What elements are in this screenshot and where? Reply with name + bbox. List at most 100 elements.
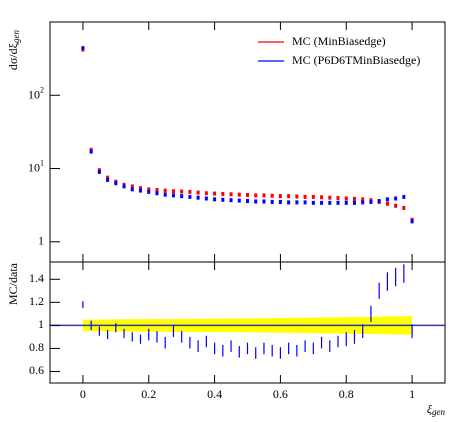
data-point bbox=[344, 196, 348, 201]
data-point bbox=[122, 184, 126, 189]
x-tick-label: 0 bbox=[80, 387, 86, 401]
data-point bbox=[130, 184, 134, 189]
data-point bbox=[352, 200, 356, 205]
data-point bbox=[402, 194, 406, 199]
data-point bbox=[369, 199, 373, 204]
data-point bbox=[188, 194, 192, 199]
data-point bbox=[311, 200, 315, 205]
data-point bbox=[394, 196, 398, 201]
data-point bbox=[196, 195, 200, 200]
data-point bbox=[147, 187, 151, 192]
data-point bbox=[237, 192, 241, 197]
data-point bbox=[336, 200, 340, 205]
legend-label: MC (P6D6TMinBiasedge) bbox=[292, 53, 420, 67]
data-point bbox=[278, 194, 282, 199]
data-point bbox=[171, 189, 175, 194]
data-point bbox=[139, 188, 143, 193]
data-point bbox=[163, 192, 167, 197]
data-point bbox=[262, 193, 266, 198]
y-tick-label-base: 10 bbox=[28, 160, 40, 174]
data-point bbox=[287, 194, 291, 199]
y-tick-label: 0.8 bbox=[29, 340, 44, 354]
data-point bbox=[328, 200, 332, 205]
data-point bbox=[303, 194, 307, 199]
y-tick-label: 1 bbox=[38, 234, 44, 248]
ratio-axis-title: MC/data bbox=[6, 262, 20, 305]
y-axis-title-main: dσ/dξ bbox=[6, 42, 20, 70]
data-point bbox=[155, 191, 159, 196]
data-point bbox=[320, 200, 324, 205]
data-point bbox=[155, 187, 159, 192]
data-point bbox=[254, 199, 258, 204]
y-tick-label: 1.2 bbox=[29, 294, 44, 308]
y-tick-label: 1.4 bbox=[29, 271, 44, 285]
data-point bbox=[89, 149, 93, 154]
x-axis-title: ξgen bbox=[427, 402, 446, 417]
data-point bbox=[229, 198, 233, 203]
y-tick-label-exponent: 1 bbox=[40, 158, 44, 167]
data-point bbox=[287, 200, 291, 205]
data-point bbox=[188, 189, 192, 194]
data-point bbox=[221, 191, 225, 196]
data-point bbox=[106, 177, 110, 182]
data-point bbox=[303, 200, 307, 205]
data-point bbox=[278, 199, 282, 204]
data-point bbox=[114, 181, 118, 186]
data-point bbox=[361, 200, 365, 205]
y-axis-title-sub: gen bbox=[11, 30, 21, 43]
data-point bbox=[311, 194, 315, 199]
data-point bbox=[352, 196, 356, 201]
data-point bbox=[139, 186, 143, 191]
data-point bbox=[196, 190, 200, 195]
data-point bbox=[213, 197, 217, 202]
y-tick-label: 1 bbox=[38, 317, 44, 331]
data-point bbox=[180, 189, 184, 194]
data-point bbox=[221, 197, 225, 202]
y-tick-label: 102 bbox=[28, 85, 44, 101]
data-point bbox=[262, 199, 266, 204]
x-tick-label: 0.6 bbox=[273, 387, 288, 401]
data-point bbox=[361, 197, 365, 202]
data-point bbox=[213, 191, 217, 196]
x-axis-title-sub: gen bbox=[432, 407, 445, 417]
data-point bbox=[163, 188, 167, 193]
data-point bbox=[237, 198, 241, 203]
y-axis-title: dσ/dξgen bbox=[6, 30, 21, 71]
data-point bbox=[229, 192, 233, 197]
x-tick-label: 0.2 bbox=[141, 387, 156, 401]
x-tick-label: 0.8 bbox=[339, 387, 354, 401]
data-point bbox=[204, 191, 208, 196]
bottom-frame bbox=[49, 261, 446, 384]
data-point bbox=[81, 46, 85, 51]
data-point bbox=[336, 196, 340, 201]
data-point bbox=[295, 194, 299, 199]
data-point bbox=[130, 187, 134, 192]
data-point bbox=[147, 189, 151, 194]
data-point bbox=[385, 197, 389, 202]
data-point bbox=[171, 193, 175, 198]
data-point bbox=[344, 200, 348, 205]
data-point bbox=[246, 193, 249, 198]
data-point bbox=[204, 196, 208, 201]
data-point bbox=[410, 219, 414, 224]
data-point bbox=[270, 199, 274, 204]
y-tick-label-exponent: 2 bbox=[40, 85, 44, 94]
y-tick-label-base: 10 bbox=[28, 87, 40, 101]
x-tick-label: 0.4 bbox=[207, 387, 222, 401]
data-point bbox=[295, 200, 299, 205]
data-point bbox=[320, 195, 324, 200]
data-point bbox=[270, 193, 274, 198]
data-point bbox=[385, 201, 389, 206]
data-point bbox=[97, 169, 101, 174]
x-axis-title-main: ξ bbox=[427, 402, 433, 416]
legend-label: MC (MinBiasedge) bbox=[292, 34, 386, 48]
data-point bbox=[377, 199, 381, 204]
data-point bbox=[106, 175, 110, 180]
y-tick-label: 0.6 bbox=[29, 363, 44, 377]
y-tick-label: 101 bbox=[28, 158, 44, 174]
data-point bbox=[328, 195, 332, 200]
data-point bbox=[246, 199, 249, 204]
data-point bbox=[180, 194, 184, 199]
data-point bbox=[402, 205, 406, 210]
